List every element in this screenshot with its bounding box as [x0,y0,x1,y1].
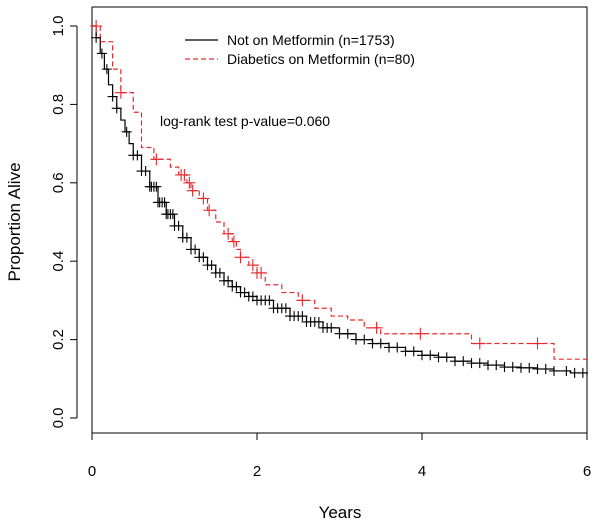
censor-mark-s0-66 [375,338,386,349]
censor-mark-s1-7 [197,192,210,205]
censor-mark-s0-86 [540,364,551,374]
censor-mark-s0-23 [173,220,184,231]
censor-mark-s0-60 [326,322,337,333]
x-tick-label-0: 0 [88,463,96,480]
censor-mark-s1-1 [114,86,127,99]
censor-mark-s0-72 [425,350,436,361]
y-tick-label-3: 0.6 [50,172,67,193]
log-rank-annotation: log-rank test p-value=0.060 [160,113,330,129]
x-tick-label-3: 6 [583,463,591,480]
censor-mark-s0-88 [561,365,572,376]
legend: Not on Metformin (n=1753) Diabetics on M… [185,32,415,67]
x-tick-label-1: 2 [253,463,261,480]
censor-mark-s0-41 [247,291,258,302]
y-axis: 0.0 0.2 0.4 0.6 0.8 1.0 [50,16,78,429]
censor-mark-s0-70 [408,346,419,357]
censor-mark-s1-19 [531,337,544,350]
censor-mark-s1-9 [222,227,235,240]
censor-mark-s0-25 [181,232,192,243]
censor-mark-s1-8 [203,204,216,217]
censor-mark-s0-39 [239,287,250,298]
censor-mark-s0-76 [458,356,469,367]
censor-mark-s0-29 [198,252,209,263]
legend-label-on-metformin: Diabetics on Metformin (n=80) [227,51,415,67]
censor-mark-s0-84 [524,362,535,373]
censor-mark-s0-27 [190,244,201,255]
y-tick-label-5: 1.0 [50,16,67,37]
legend-label-not-on-metformin: Not on Metformin (n=1753) [227,32,395,48]
x-tick-label-2: 4 [418,463,426,480]
y-tick-label-0: 0.0 [50,408,67,429]
censor-mark-s0-0 [91,32,102,43]
y-tick-label-1: 0.2 [50,329,67,350]
censor-mark-s0-4 [111,103,122,114]
censor-mark-s0-68 [392,342,403,353]
x-axis-label: Years [319,503,362,522]
censor-mark-s0-31 [206,260,217,271]
censor-mark-s1-6 [186,184,199,197]
censor-mark-s1-15 [296,294,309,307]
censor-mark-s1-17 [414,327,427,340]
censor-mark-s0-87 [549,365,559,376]
censor-mark-s0-64 [359,334,370,345]
censor-mark-s1-14 [255,266,268,279]
censor-mark-s0-9 [140,166,151,177]
censor-layer [90,20,588,378]
censor-mark-s0-1 [96,48,107,59]
censor-mark-s0-90 [577,367,588,378]
censor-mark-s0-45 [264,295,275,306]
censor-mark-s1-16 [370,321,383,334]
censor-mark-s1-11 [234,251,247,264]
censor-mark-s0-7 [132,150,143,161]
censor-mark-s0-74 [441,352,452,363]
censor-mark-s0-57 [313,316,324,327]
censor-mark-s0-53 [297,311,308,322]
y-tick-label-4: 0.8 [50,94,67,115]
censor-mark-s0-62 [342,328,353,339]
censor-mark-s0-80 [491,360,502,371]
censor-mark-s1-18 [473,337,486,350]
censor-mark-s0-2 [101,64,112,75]
censor-mark-s0-17 [159,197,170,208]
censor-mark-s1-5 [183,176,196,189]
y-tick-label-2: 0.4 [50,251,67,272]
censor-mark-s0-35 [223,275,234,286]
censor-mark-s0-37 [231,281,242,292]
censor-mark-s0-82 [507,362,518,373]
series-line-0 [92,25,588,375]
censor-mark-s0-3 [107,91,118,102]
censor-mark-s0-78 [474,358,485,369]
censor-mark-s1-2 [150,153,163,166]
censor-mark-s0-13 [151,181,162,192]
x-axis: 0 2 4 6 [88,432,591,480]
censor-mark-s0-49 [280,303,291,314]
censor-mark-s0-5 [121,126,132,137]
censor-mark-s1-12 [246,259,259,272]
censor-mark-s1-10 [227,235,240,248]
censor-mark-s0-21 [167,209,178,220]
series-line-1 [92,25,587,360]
censor-mark-s1-4 [178,168,191,181]
censor-mark-s1-0 [90,20,103,32]
censor-mark-s0-33 [214,267,225,278]
series-layer [92,25,588,375]
y-axis-label: Proportion Alive [5,162,24,281]
